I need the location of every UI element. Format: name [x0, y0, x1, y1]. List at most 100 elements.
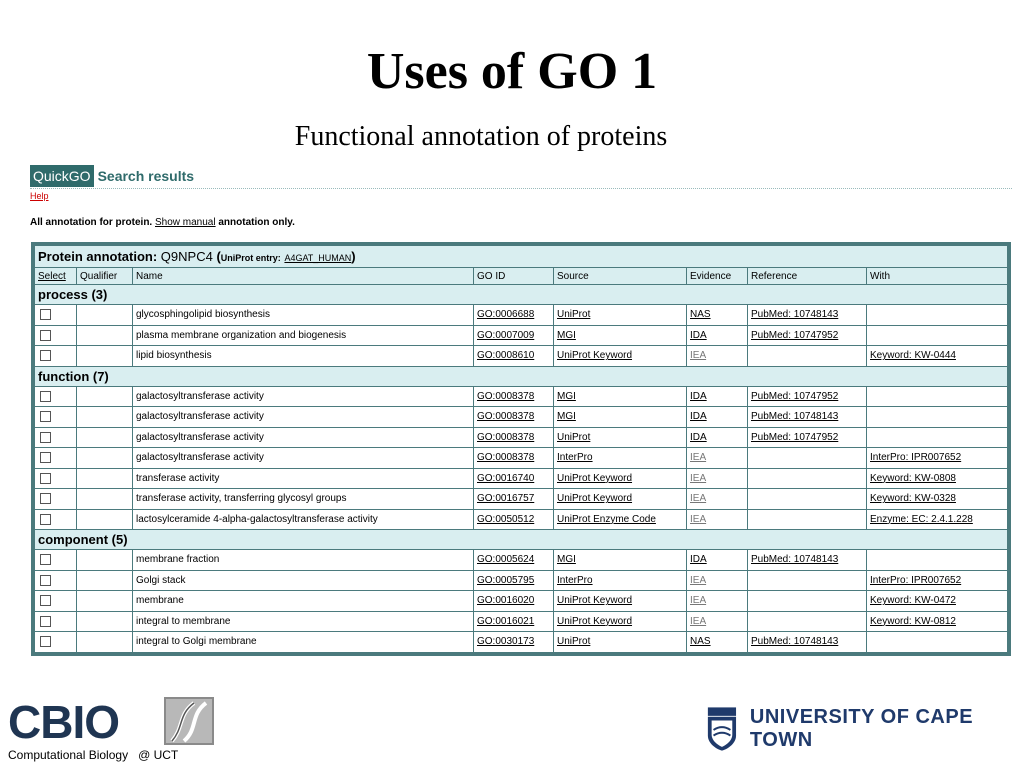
row-checkbox[interactable]: [40, 574, 51, 586]
with-cell: Enzyme: EC: 2.4.1.228: [867, 509, 1007, 529]
qualifier-cell: [77, 407, 132, 427]
with-link[interactable]: Keyword: KW-0812: [870, 615, 956, 627]
row-checkbox[interactable]: [40, 513, 51, 525]
annotation-suffix: annotation only.: [218, 217, 295, 228]
help-link[interactable]: Help: [30, 191, 49, 201]
row-checkbox[interactable]: [40, 411, 51, 423]
source-link[interactable]: InterPro: [557, 574, 593, 586]
row-checkbox[interactable]: [40, 390, 51, 402]
go-id-link[interactable]: GO:0050512: [477, 513, 535, 525]
go-id-link[interactable]: GO:0007009: [477, 329, 535, 341]
reference-cell: PubMed: 10748143: [748, 550, 866, 570]
source-cell: MGI: [554, 407, 686, 427]
source-cell: UniProt Enzyme Code: [554, 509, 686, 529]
evidence-link[interactable]: IEA: [690, 615, 707, 627]
with-link: [867, 550, 1007, 570]
source-cell: UniProt Keyword: [554, 489, 686, 509]
source-link[interactable]: UniProt Keyword: [557, 615, 633, 627]
go-id-link[interactable]: GO:0008610: [477, 350, 535, 362]
row-checkbox[interactable]: [40, 452, 51, 464]
go-id-link[interactable]: GO:0016757: [477, 493, 535, 505]
row-checkbox[interactable]: [40, 309, 51, 321]
go-id-link[interactable]: GO:0030173: [477, 636, 535, 648]
source-link[interactable]: UniProt: [557, 431, 591, 443]
with-link[interactable]: Enzyme: EC: 2.4.1.228: [870, 513, 973, 525]
source-link[interactable]: UniProt Keyword: [557, 493, 633, 505]
with-link[interactable]: InterPro: IPR007652: [870, 452, 962, 464]
evidence-link[interactable]: IDA: [690, 329, 707, 341]
with-link[interactable]: Keyword: KW-0444: [870, 350, 956, 362]
source-link[interactable]: UniProt: [557, 636, 591, 648]
source-link[interactable]: MGI: [557, 411, 576, 423]
row-checkbox[interactable]: [40, 493, 51, 505]
source-link[interactable]: MGI: [557, 554, 576, 566]
with-link[interactable]: Keyword: KW-0328: [870, 493, 956, 505]
evidence-link[interactable]: NAS: [690, 309, 711, 321]
source-link[interactable]: UniProt: [557, 309, 591, 321]
uniprot-entry-link[interactable]: A4GAT_HUMAN: [284, 253, 352, 263]
source-link[interactable]: UniProt Enzyme Code: [557, 513, 656, 525]
go-id-link[interactable]: GO:0008378: [477, 431, 535, 443]
with-link: [867, 632, 1007, 652]
evidence-link[interactable]: IEA: [690, 452, 707, 464]
uniprot-label: UniProt entry:: [220, 253, 281, 263]
evidence-link[interactable]: IDA: [690, 554, 707, 566]
evidence-cell: IDA: [687, 386, 747, 406]
source-cell: UniProt Keyword: [554, 468, 686, 488]
with-link[interactable]: Keyword: KW-0472: [870, 595, 956, 607]
evidence-link[interactable]: IDA: [690, 431, 707, 443]
quickgo-logo[interactable]: QuickGO: [30, 165, 94, 187]
go-id-link[interactable]: GO:0008378: [477, 452, 535, 464]
evidence-link[interactable]: IEA: [690, 595, 707, 607]
row-checkbox[interactable]: [40, 329, 51, 341]
go-id-link[interactable]: GO:0006688: [477, 309, 535, 321]
row-checkbox[interactable]: [40, 431, 51, 443]
reference-link[interactable]: PubMed: 10747952: [751, 431, 839, 443]
row-checkbox[interactable]: [40, 595, 51, 607]
show-manual-link[interactable]: Show manual: [155, 217, 216, 228]
source-link[interactable]: UniProt Keyword: [557, 350, 633, 362]
go-id-link[interactable]: GO:0005795: [477, 574, 535, 586]
dna-helix-icon: [164, 697, 214, 745]
evidence-link[interactable]: IDA: [690, 390, 707, 402]
evidence-link[interactable]: IDA: [690, 411, 707, 423]
go-id-link[interactable]: GO:0016020: [477, 595, 535, 607]
with-link: [867, 305, 1007, 325]
name-cell: galactosyltransferase activity: [133, 427, 473, 447]
evidence-link[interactable]: NAS: [690, 636, 711, 648]
go-id-link[interactable]: GO:0016021: [477, 615, 535, 627]
reference-link[interactable]: PubMed: 10747952: [751, 329, 839, 341]
column-header-source: Source: [554, 268, 686, 284]
go-id-link[interactable]: GO:0008378: [477, 390, 535, 402]
table-row: Golgi stack GO:0005795 InterPro IEA InterPro…: [35, 570, 1007, 590]
with-link[interactable]: InterPro: IPR007652: [870, 574, 962, 586]
go-id-link[interactable]: GO:0005624: [477, 554, 535, 566]
with-link[interactable]: Keyword: KW-0808: [870, 472, 956, 484]
reference-link[interactable]: PubMed: 10748143: [751, 554, 839, 566]
evidence-link[interactable]: IEA: [690, 574, 707, 586]
row-checkbox[interactable]: [40, 554, 51, 566]
source-link[interactable]: MGI: [557, 390, 576, 402]
qualifier-cell: [77, 509, 132, 529]
source-link[interactable]: UniProt Keyword: [557, 472, 633, 484]
row-checkbox[interactable]: [40, 472, 51, 484]
go-id-link[interactable]: GO:0016740: [477, 472, 535, 484]
source-cell: InterPro: [554, 570, 686, 590]
evidence-link[interactable]: IEA: [690, 493, 707, 505]
evidence-link[interactable]: IEA: [690, 513, 707, 525]
row-checkbox[interactable]: [40, 636, 51, 648]
source-link[interactable]: InterPro: [557, 452, 593, 464]
source-link[interactable]: UniProt Keyword: [557, 595, 633, 607]
source-link[interactable]: MGI: [557, 329, 576, 341]
evidence-cell: IEA: [687, 346, 747, 366]
row-checkbox[interactable]: [40, 615, 51, 627]
reference-link[interactable]: PubMed: 10748143: [751, 411, 839, 423]
reference-link[interactable]: PubMed: 10748143: [751, 636, 839, 648]
reference-link[interactable]: PubMed: 10747952: [751, 390, 839, 402]
evidence-link[interactable]: IEA: [690, 472, 707, 484]
evidence-link[interactable]: IEA: [690, 350, 707, 362]
go-id-link[interactable]: GO:0008378: [477, 411, 535, 423]
reference-link[interactable]: PubMed: 10748143: [751, 309, 839, 321]
row-checkbox[interactable]: [40, 350, 51, 362]
column-header-select[interactable]: Select: [35, 268, 76, 284]
